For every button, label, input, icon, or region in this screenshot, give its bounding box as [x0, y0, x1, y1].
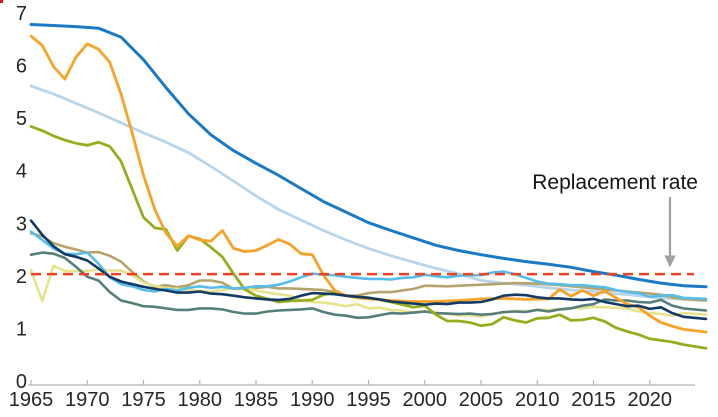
- x-tick-label: 2010: [515, 389, 560, 411]
- y-tick-label: 7: [16, 3, 27, 25]
- y-tick-label: 2: [16, 266, 27, 288]
- x-tick-label: 1980: [178, 389, 223, 411]
- x-tick-label: 2005: [459, 389, 504, 411]
- x-tick-label: 2020: [628, 389, 673, 411]
- replacement-rate-arrowhead-icon: [664, 255, 676, 268]
- y-tick-label: 0: [16, 371, 27, 393]
- axes-layer: 1965 1970 1975 1980 1985 1990 1995 2000 2005 2010…: [9, 3, 695, 411]
- series-line-navy: [29, 219, 708, 321]
- y-tick-label: 6: [16, 56, 27, 78]
- x-tick-label: 1970: [65, 389, 110, 411]
- x-tick-label: 2000: [403, 389, 448, 411]
- series-line-dark-blue: [29, 23, 708, 289]
- x-tick-label: 2015: [571, 389, 616, 411]
- series-line-pale-yellow: [29, 264, 708, 319]
- x-tick-label: 1985: [234, 389, 279, 411]
- y-tick-label: 1: [16, 318, 27, 340]
- x-tick-label: 1995: [346, 389, 391, 411]
- corner-red-mark: [0, 0, 3, 3]
- annotation-group: Replacement rate: [532, 171, 698, 268]
- y-tick-label: 5: [16, 108, 27, 130]
- x-tick-label: 1975: [121, 389, 166, 411]
- x-tick-label: 1990: [290, 389, 335, 411]
- series-line-orange: [29, 34, 708, 334]
- replacement-rate-label: Replacement rate: [532, 171, 698, 194]
- series-lines-layer: [29, 23, 708, 350]
- series-line-cyan: [29, 230, 708, 301]
- series-line-olive-green: [29, 125, 708, 350]
- x-tick-label: 1965: [9, 389, 54, 411]
- y-tick-label: 3: [16, 213, 27, 235]
- y-tick-label: 4: [16, 161, 27, 183]
- series-line-teal: [29, 251, 708, 320]
- series-line-light-blue: [29, 84, 708, 302]
